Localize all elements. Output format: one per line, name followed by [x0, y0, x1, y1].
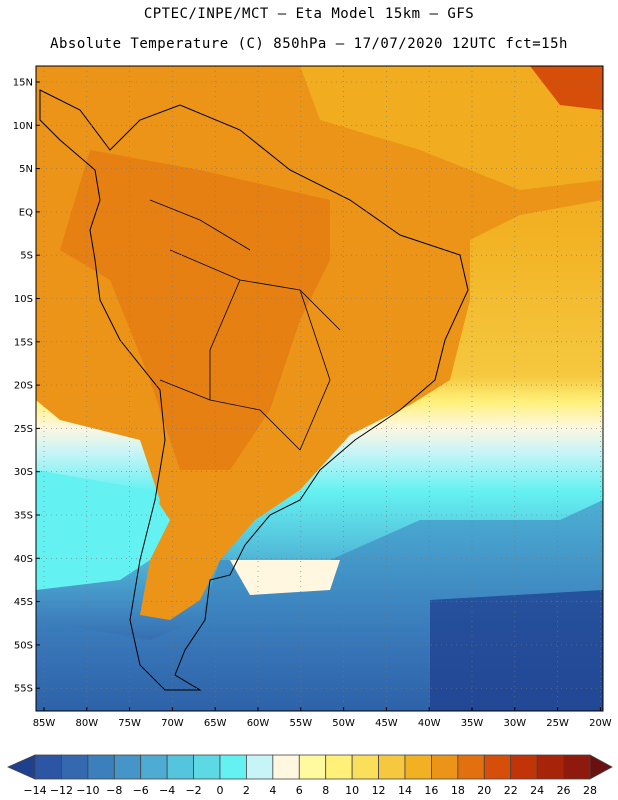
lon-label-7: 50W [332, 718, 355, 729]
colorbar-label-11: 8 [322, 784, 329, 797]
colorbar-swatch-20 [536, 754, 564, 780]
lon-label-3: 70W [161, 718, 184, 729]
colorbar-swatch-16 [431, 754, 459, 780]
colorbar-swatch-11 [298, 754, 327, 780]
colorbar-over-arrow [589, 754, 613, 780]
lon-label-12: 25W [546, 718, 569, 729]
colorbar-label-2: −10 [76, 784, 99, 797]
temperature-field [36, 66, 603, 711]
lon-label-1: 80W [75, 718, 98, 729]
colorbar-swatch-12 [325, 754, 353, 780]
colorbar-label-17: 20 [477, 784, 491, 797]
colorbar-swatch-13 [351, 754, 379, 780]
colorbar-label-19: 24 [530, 784, 544, 797]
lat-label-9: 30S [14, 467, 33, 478]
lat-label-3: EQ [19, 207, 33, 218]
colorbar-label-3: −8 [106, 784, 122, 797]
colorbar-under-arrow [7, 754, 36, 780]
colorbar-label-16: 18 [451, 784, 465, 797]
colorbar-swatch-19 [510, 754, 538, 780]
latitude-labels: 15N 10N 5N EQ 5S 10S 15S 20S 25S 30S 35S 40S 45S 50S 5… [13, 78, 40, 695]
coastline [39, 89, 469, 691]
colorbar-label-20: 26 [557, 784, 571, 797]
colorbar-label-5: −4 [159, 784, 175, 797]
colorbar-labels: −14 −12 −10 −8 −6 −4 −2 0 2 4 6 8 10 12 14 16 18 20 22 24 26… [23, 784, 597, 797]
country-borders [149, 199, 341, 451]
colorbar-swatch-8 [219, 754, 247, 780]
map-frame [35, 65, 604, 712]
colorbar-swatch-10 [272, 754, 300, 780]
lat-label-5: 10S [14, 294, 33, 305]
lon-label-4: 65W [204, 718, 227, 729]
lat-label-10: 35S [14, 511, 33, 522]
map-title-line1: CPTEC/INPE/MCT – Eta Model 15km – GFS [143, 6, 475, 22]
colorbar-swatch-5 [140, 754, 168, 780]
colorbar-label-4: −6 [133, 784, 149, 797]
colorbar-label-15: 16 [424, 784, 438, 797]
lon-label-11: 30W [503, 718, 526, 729]
lon-label-8: 45W [375, 718, 398, 729]
lon-label-13: 20W [589, 718, 612, 729]
lat-label-4: 5S [20, 251, 33, 262]
longitude-labels: 85W 80W 75W 70W 65W 60W 55W 50W 45W 40W 35W 30W 25W 2… [33, 707, 612, 729]
lon-label-0: 85W [33, 718, 56, 729]
colorbar-swatch-14 [378, 754, 406, 780]
lat-label-13: 50S [14, 640, 33, 651]
colorbar-label-9: 4 [269, 784, 276, 797]
lon-label-5: 60W [247, 718, 270, 729]
lat-label-1: 10N [13, 121, 33, 132]
colorbar-swatch-2 [61, 754, 89, 780]
colorbar-label-1: −12 [50, 784, 73, 797]
colorbar-label-13: 12 [372, 784, 386, 797]
colorbar-label-12: 10 [345, 784, 359, 797]
colorbar-label-21: 28 [583, 784, 597, 797]
lat-label-12: 45S [14, 597, 33, 608]
colorbar-swatch-1 [34, 754, 62, 780]
lat-label-2: 5N [19, 164, 33, 175]
colorbar-swatch-17 [457, 754, 485, 780]
lon-label-10: 35W [461, 718, 484, 729]
colorbar-label-18: 22 [504, 784, 518, 797]
lon-label-9: 40W [418, 718, 441, 729]
colorbar-swatch-7 [193, 754, 221, 780]
colorbar-swatch-15 [404, 754, 432, 780]
lon-label-2: 75W [118, 718, 141, 729]
lat-label-0: 15N [13, 78, 33, 89]
colorbar-label-14: 14 [398, 784, 412, 797]
map-title-line2: Absolute Temperature (C) 850hPa – 17/07/… [50, 36, 568, 52]
colorbar-label-8: 2 [243, 784, 250, 797]
colorbar-label-0: −14 [23, 784, 46, 797]
colorbar-swatch-9 [246, 754, 274, 780]
colorbar-swatch-4 [113, 754, 142, 780]
lat-label-6: 15S [14, 337, 33, 348]
colorbar-swatch-3 [87, 754, 115, 780]
lat-label-11: 40S [14, 554, 33, 565]
colorbar-label-6: −2 [185, 784, 201, 797]
lon-label-6: 55W [289, 718, 312, 729]
colorbar-label-7: 0 [217, 784, 224, 797]
lat-label-8: 25S [14, 424, 33, 435]
lat-label-14: 55S [14, 684, 33, 695]
colorbar-swatch-21 [563, 754, 591, 780]
colorbar-swatch-18 [483, 754, 512, 780]
colorbar [7, 754, 613, 780]
colorbar-label-10: 6 [296, 784, 303, 797]
colorbar-swatch-6 [166, 754, 194, 780]
lat-label-7: 20S [14, 381, 33, 392]
